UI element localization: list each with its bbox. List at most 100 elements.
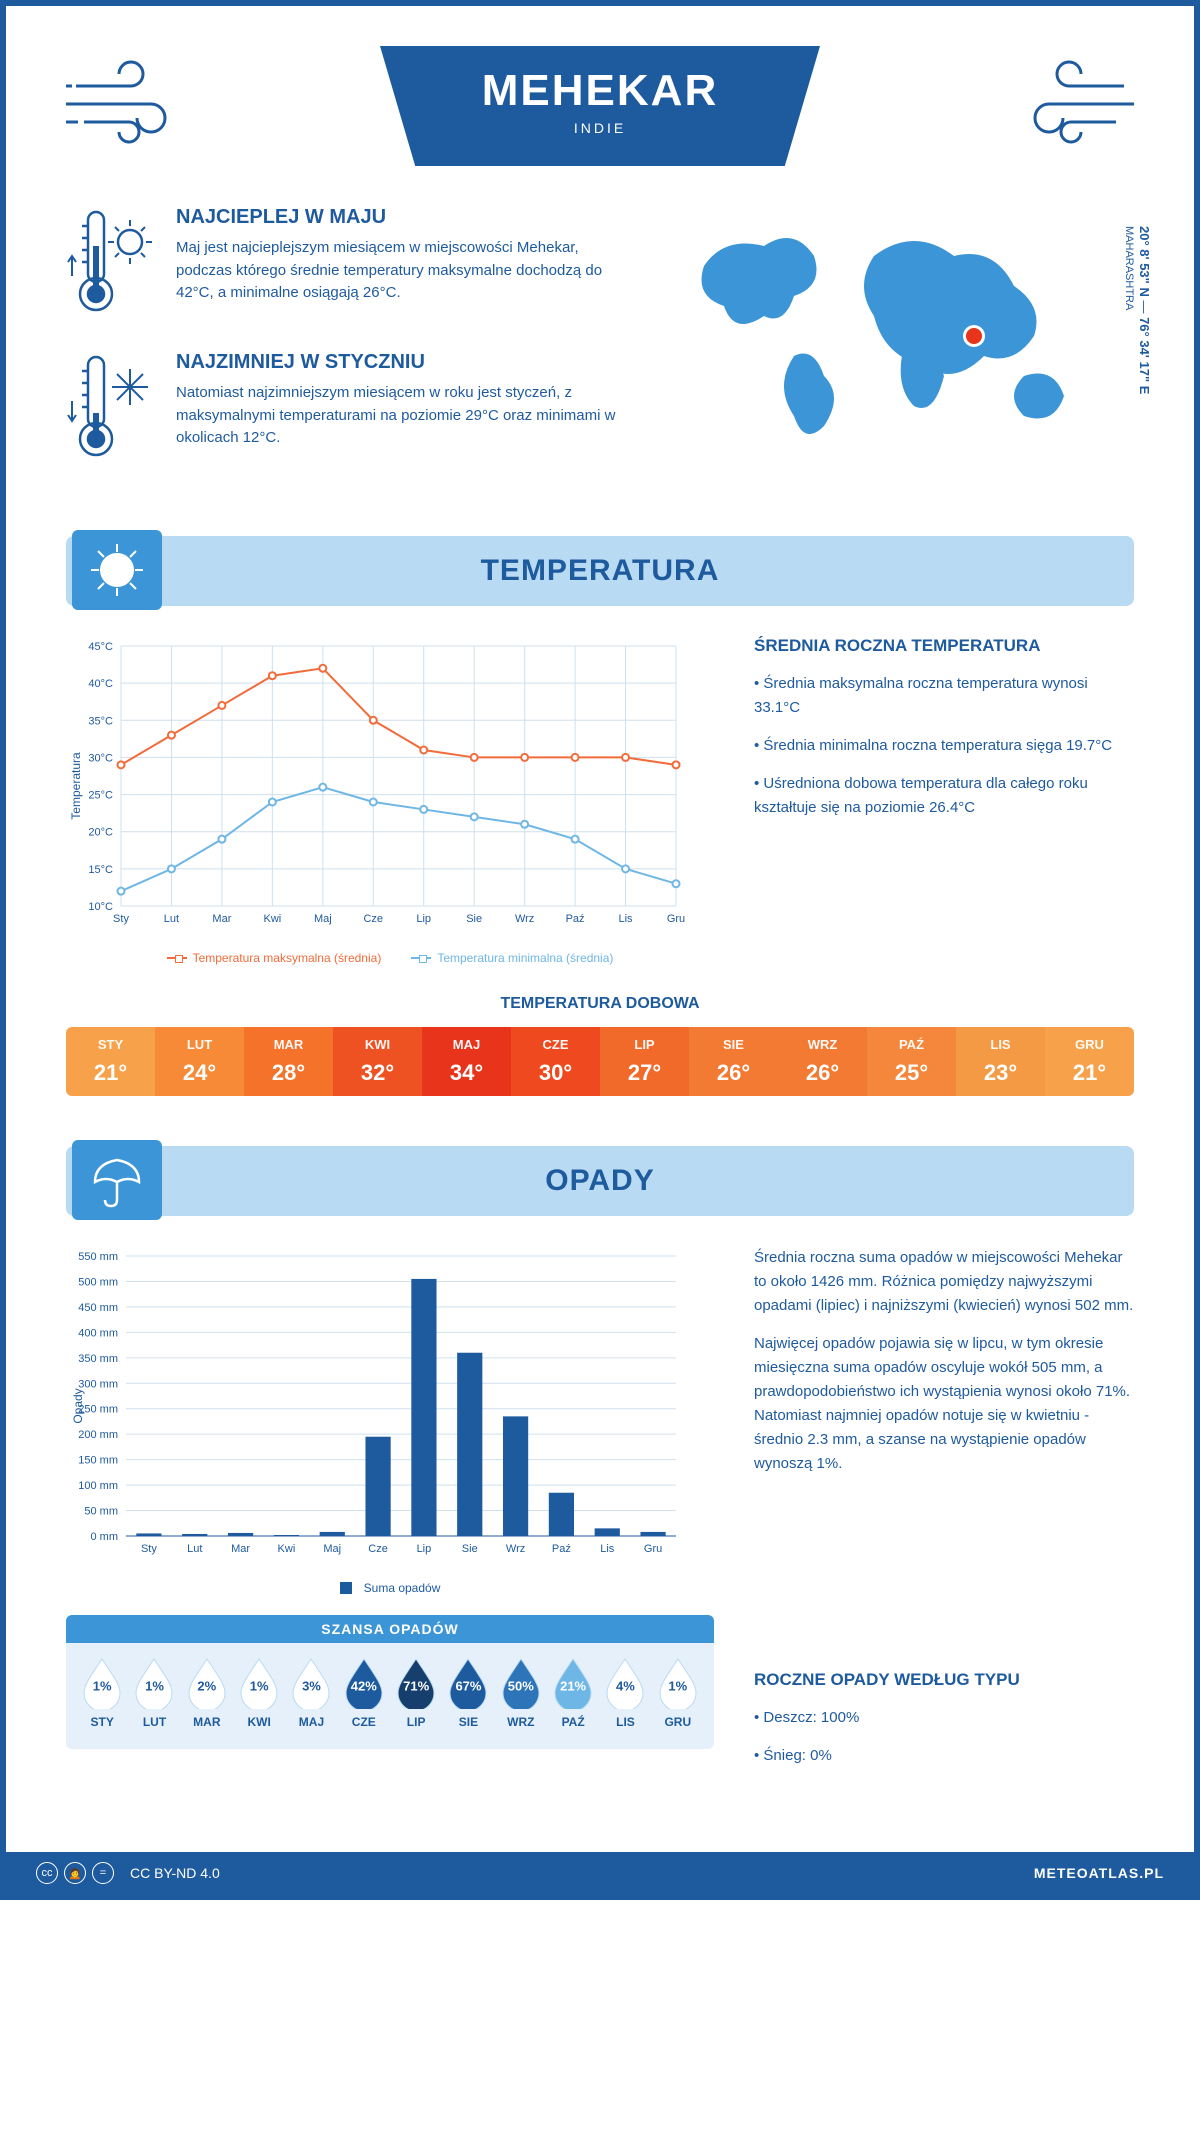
page-title: MEHEKAR — [450, 66, 750, 116]
svg-text:Sie: Sie — [462, 1543, 478, 1555]
svg-text:Opady: Opady — [71, 1388, 85, 1423]
svg-text:Gru: Gru — [644, 1543, 662, 1555]
precip-para: Najwięcej opadów pojawia się w lipcu, w … — [754, 1332, 1134, 1476]
heat-cell: LUT24° — [155, 1027, 244, 1096]
summary-line: • Średnia maksymalna roczna temperatura … — [754, 672, 1134, 720]
svg-text:Mar: Mar — [231, 1543, 250, 1555]
svg-text:40°C: 40°C — [88, 678, 113, 690]
svg-text:100 mm: 100 mm — [78, 1480, 118, 1492]
daily-temp-heatbar: STY21°LUT24°MAR28°KWI32°MAJ34°CZE30°LIP2… — [66, 1027, 1134, 1096]
thermometer-cold-icon — [66, 351, 156, 466]
svg-text:Lip: Lip — [417, 1543, 432, 1555]
site-name: METEOATLAS.PL — [1034, 1865, 1164, 1881]
sun-icon — [72, 530, 162, 610]
temperature-summary: ŚREDNIA ROCZNA TEMPERATURA • Średnia mak… — [754, 636, 1134, 965]
nd-icon: = — [92, 1862, 114, 1884]
title-banner: MEHEKAR INDIE — [380, 46, 820, 166]
svg-text:500 mm: 500 mm — [78, 1276, 118, 1288]
svg-text:Gru: Gru — [667, 913, 685, 925]
temperature-banner: TEMPERATURA — [66, 536, 1134, 606]
page: MEHEKAR INDIE — [0, 0, 1200, 1900]
temperature-chart: 10°C 15°C 20°C 25°C 30°C 35°C 40°C 45°C Sty Lut Ma… — [66, 636, 714, 965]
precip-para: Średnia roczna suma opadów w miejscowośc… — [754, 1246, 1134, 1318]
header: MEHEKAR INDIE — [66, 46, 1134, 166]
chance-drop: 50% WRZ — [495, 1657, 547, 1729]
svg-text:Kwi: Kwi — [278, 1543, 296, 1555]
wind-icon — [994, 56, 1134, 151]
svg-text:10°C: 10°C — [88, 901, 113, 913]
chance-drop: 4% LIS — [599, 1657, 651, 1729]
chance-drop: 1% STY — [76, 1657, 128, 1729]
svg-text:Mar: Mar — [212, 913, 231, 925]
svg-text:45°C: 45°C — [88, 641, 113, 653]
hottest-heading: NAJCIEPLEJ W MAJU — [176, 206, 634, 229]
svg-text:Temperatura: Temperatura — [69, 752, 83, 820]
heat-cell: MAR28° — [244, 1027, 333, 1096]
hottest-fact: NAJCIEPLEJ W MAJU Maj jest najcieplejszy… — [66, 206, 634, 321]
svg-text:25°C: 25°C — [88, 790, 113, 802]
cc-icon: cc — [36, 1862, 58, 1884]
temperature-legend: Temperatura maksymalna (średnia) Tempera… — [66, 951, 714, 965]
svg-text:20°C: 20°C — [88, 827, 113, 839]
heat-cell: PAŹ25° — [867, 1027, 956, 1096]
license: cc 🙍 = CC BY-ND 4.0 — [36, 1862, 220, 1884]
summary-line: • Średnia minimalna roczna temperatura s… — [754, 734, 1134, 758]
heat-cell: WRZ26° — [778, 1027, 867, 1096]
heat-cell: CZE30° — [511, 1027, 600, 1096]
heat-cell: LIS23° — [956, 1027, 1045, 1096]
svg-text:Lut: Lut — [164, 913, 179, 925]
summary-line: • Uśredniona dobowa temperatura dla całe… — [754, 772, 1134, 820]
svg-text:Wrz: Wrz — [506, 1543, 525, 1555]
chance-drop: 21% PAŹ — [547, 1657, 599, 1729]
svg-text:50 mm: 50 mm — [84, 1506, 118, 1518]
chance-drop: 1% GRU — [652, 1657, 704, 1729]
heat-cell: GRU21° — [1045, 1027, 1134, 1096]
page-subtitle: INDIE — [450, 120, 750, 136]
svg-text:Lis: Lis — [619, 913, 634, 925]
svg-text:Lis: Lis — [600, 1543, 615, 1555]
svg-text:Sie: Sie — [466, 913, 482, 925]
svg-text:200 mm: 200 mm — [78, 1429, 118, 1441]
temperature-heading: TEMPERATURA — [66, 554, 1134, 588]
svg-text:Maj: Maj — [323, 1543, 341, 1555]
heat-cell: SIE26° — [689, 1027, 778, 1096]
svg-text:15°C: 15°C — [88, 864, 113, 876]
coldest-heading: NAJZIMNIEJ W STYCZNIU — [176, 351, 634, 374]
svg-text:Paź: Paź — [552, 1543, 571, 1555]
precip-chance-heading: SZANSA OPADÓW — [66, 1615, 714, 1643]
heat-cell: KWI32° — [333, 1027, 422, 1096]
svg-text:550 mm: 550 mm — [78, 1251, 118, 1263]
precip-legend: Suma opadów — [66, 1581, 714, 1595]
svg-text:Paź: Paź — [566, 913, 585, 925]
svg-text:Cze: Cze — [363, 913, 383, 925]
chance-drop: 1% KWI — [233, 1657, 285, 1729]
svg-text:Sty: Sty — [141, 1543, 157, 1555]
svg-text:Lip: Lip — [416, 913, 431, 925]
svg-text:30°C: 30°C — [88, 752, 113, 764]
svg-text:Sty: Sty — [113, 913, 129, 925]
world-map: 20° 8' 53" N — 76° 34' 17" E MAHARASHTRA — [674, 206, 1134, 496]
svg-text:0 mm: 0 mm — [91, 1531, 119, 1543]
svg-text:450 mm: 450 mm — [78, 1302, 118, 1314]
footer: cc 🙍 = CC BY-ND 4.0 METEOATLAS.PL — [6, 1852, 1194, 1894]
precip-heading: OPADY — [66, 1164, 1134, 1198]
svg-text:35°C: 35°C — [88, 715, 113, 727]
svg-text:Kwi: Kwi — [263, 913, 281, 925]
chance-drop: 1% LUT — [128, 1657, 180, 1729]
svg-text:350 mm: 350 mm — [78, 1353, 118, 1365]
svg-text:150 mm: 150 mm — [78, 1455, 118, 1467]
svg-text:Maj: Maj — [314, 913, 332, 925]
heat-cell: MAJ34° — [422, 1027, 511, 1096]
wind-icon — [66, 56, 206, 151]
chance-drop: 3% MAJ — [285, 1657, 337, 1729]
chance-drop: 71% LIP — [390, 1657, 442, 1729]
precip-chart: 0 mm50 mm100 mm150 mm200 mm250 mm300 mm3… — [66, 1246, 714, 1782]
intro-row: NAJCIEPLEJ W MAJU Maj jest najcieplejszy… — [66, 206, 1134, 496]
precip-chance-panel: SZANSA OPADÓW 1% STY 1% LUT 2% MAR 1% — [66, 1615, 714, 1749]
heat-cell: LIP27° — [600, 1027, 689, 1096]
svg-text:Wrz: Wrz — [515, 913, 534, 925]
by-icon: 🙍 — [64, 1862, 86, 1884]
precip-row: 0 mm50 mm100 mm150 mm200 mm250 mm300 mm3… — [66, 1246, 1134, 1782]
svg-text:Lut: Lut — [187, 1543, 202, 1555]
chance-drop: 67% SIE — [442, 1657, 494, 1729]
